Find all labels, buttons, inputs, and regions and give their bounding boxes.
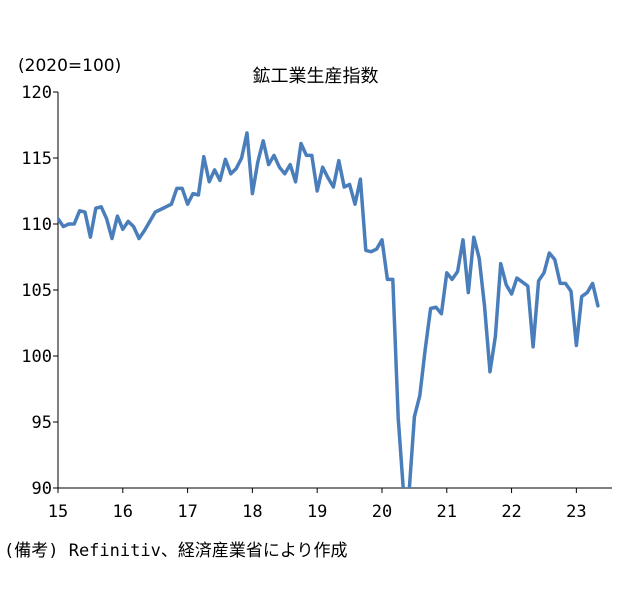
x-tick-label: 17 <box>177 502 197 522</box>
chart-ticks: 90 95 100 105 110 115 120 15 16 17 18 19 20 21 22 23 <box>21 83 586 522</box>
y-tick-label: 95 <box>32 413 52 433</box>
x-tick-label: 22 <box>501 502 521 522</box>
x-tick-label: 20 <box>372 502 392 522</box>
x-tick-label: 19 <box>307 502 327 522</box>
y-tick-label: 110 <box>21 215 52 235</box>
source-note: (備考) Refinitiv、経済産業省により作成 <box>4 541 348 561</box>
y-tick-label: 120 <box>21 83 52 103</box>
series-line <box>58 131 600 488</box>
y-tick-label: 90 <box>32 479 52 499</box>
x-tick-label: 18 <box>242 502 262 522</box>
chart-title: 鉱工業生産指数 <box>252 66 379 87</box>
y-tick-label: 105 <box>21 281 52 301</box>
x-tick-label: 21 <box>437 502 457 522</box>
x-tick-label: 23 <box>566 502 586 522</box>
chart-series <box>58 131 600 488</box>
y-axis-unit-label: (2020=100) <box>18 56 122 76</box>
y-tick-label: 100 <box>21 347 52 367</box>
y-tick-label: 115 <box>21 149 52 169</box>
x-tick-label: 16 <box>113 502 133 522</box>
x-tick-label: 15 <box>48 502 68 522</box>
